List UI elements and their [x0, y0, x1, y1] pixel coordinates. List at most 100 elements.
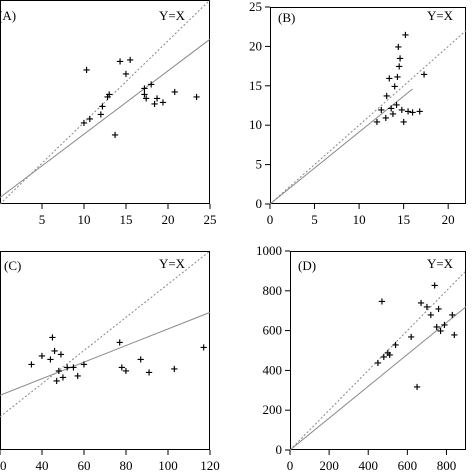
data-point: + — [147, 80, 155, 91]
data-point: + — [373, 117, 381, 128]
data-point: + — [122, 69, 130, 80]
data-point: + — [404, 107, 412, 118]
y-tick-label: 400 — [263, 362, 283, 377]
data-point: + — [116, 338, 124, 349]
data-point: + — [427, 310, 435, 321]
regression-line — [0, 311, 211, 396]
y-tick-label: 200 — [263, 402, 283, 417]
plot-frame — [0, 0, 210, 204]
data-point: + — [140, 89, 148, 100]
data-point: + — [396, 54, 404, 65]
data-point: + — [432, 322, 440, 333]
identity-line — [0, 0, 211, 205]
data-point: + — [98, 102, 106, 113]
y-tick-label: 800 — [263, 283, 283, 298]
data-point: + — [436, 326, 444, 337]
data-point: + — [140, 84, 148, 95]
plot-frame — [270, 7, 466, 204]
regression-line — [289, 306, 467, 451]
data-point: + — [80, 118, 88, 129]
x-tick-label: 10 — [78, 212, 91, 227]
data-point: + — [74, 371, 82, 382]
x-tick-label: 40 — [36, 458, 49, 473]
x-tick-label: 5 — [39, 212, 46, 227]
data-point: + — [380, 352, 388, 363]
y-tick-label: 0 — [276, 442, 283, 457]
y-tick-label: 10 — [249, 117, 262, 132]
data-point: + — [413, 382, 421, 393]
data-point: + — [153, 93, 161, 104]
x-tick-label: 20 — [162, 212, 175, 227]
regression-line — [0, 38, 211, 198]
y-tick-label: 20 — [249, 38, 262, 53]
x-tick-label: 15 — [397, 212, 410, 227]
data-point: + — [50, 346, 58, 357]
data-point: + — [55, 366, 63, 377]
x-tick-label: 120 — [200, 458, 220, 473]
data-point: + — [63, 363, 71, 374]
data-point: + — [137, 354, 145, 365]
x-tick-label: 0 — [287, 458, 294, 473]
data-point: + — [145, 368, 153, 379]
data-point: + — [46, 354, 54, 365]
data-point: + — [374, 358, 382, 369]
data-point: + — [118, 363, 126, 374]
data-point: + — [399, 117, 407, 128]
plot-frame — [290, 251, 466, 450]
data-point: + — [122, 366, 130, 377]
data-point: + — [392, 100, 400, 111]
data-point: + — [407, 332, 415, 343]
data-point: + — [386, 350, 394, 361]
data-point: + — [59, 373, 67, 384]
data-point: + — [38, 351, 46, 362]
identity-line — [289, 270, 467, 451]
data-point: + — [423, 302, 431, 313]
y-tick-label: 0 — [256, 196, 263, 211]
data-point: + — [57, 349, 65, 360]
x-tick-label: 20 — [442, 212, 455, 227]
data-point: + — [116, 57, 124, 68]
data-point: + — [401, 30, 409, 41]
y-tick-label: 600 — [263, 323, 283, 338]
identity-label: Y=X — [427, 8, 454, 23]
x-tick-label: 25 — [204, 212, 217, 227]
x-tick-label: 5 — [311, 212, 318, 227]
x-tick-label: 600 — [398, 458, 418, 473]
data-point: + — [384, 348, 392, 359]
data-point: + — [80, 359, 88, 370]
data-point: + — [192, 92, 200, 103]
data-point: + — [97, 110, 105, 121]
x-tick-label: 60 — [78, 458, 91, 473]
data-point: + — [398, 105, 406, 116]
data-point: + — [126, 55, 134, 66]
data-point: + — [377, 105, 385, 116]
data-point: + — [378, 296, 386, 307]
x-tick-label: 80 — [120, 458, 133, 473]
data-point: + — [450, 330, 458, 341]
data-point: + — [200, 343, 208, 354]
plot-frame — [0, 251, 210, 450]
panel-label: (D) — [298, 258, 316, 273]
data-point: + — [159, 98, 167, 109]
data-point: + — [382, 113, 390, 124]
identity-line — [269, 30, 467, 205]
data-point: + — [420, 69, 428, 80]
y-tick-label: 25 — [249, 0, 262, 14]
data-point: + — [415, 107, 423, 118]
data-point: + — [394, 42, 402, 53]
x-tick-label: 15 — [120, 212, 133, 227]
data-point: + — [431, 280, 439, 291]
x-tick-label: 0 — [267, 212, 274, 227]
x-tick-label: 400 — [358, 458, 378, 473]
panel-label: (A) — [0, 8, 16, 23]
data-point: + — [142, 93, 150, 104]
panel-label: (B) — [278, 10, 295, 25]
data-point: + — [48, 333, 56, 344]
identity-label: Y=X — [159, 8, 186, 23]
x-tick-label: 200 — [319, 458, 339, 473]
data-point: + — [440, 320, 448, 331]
